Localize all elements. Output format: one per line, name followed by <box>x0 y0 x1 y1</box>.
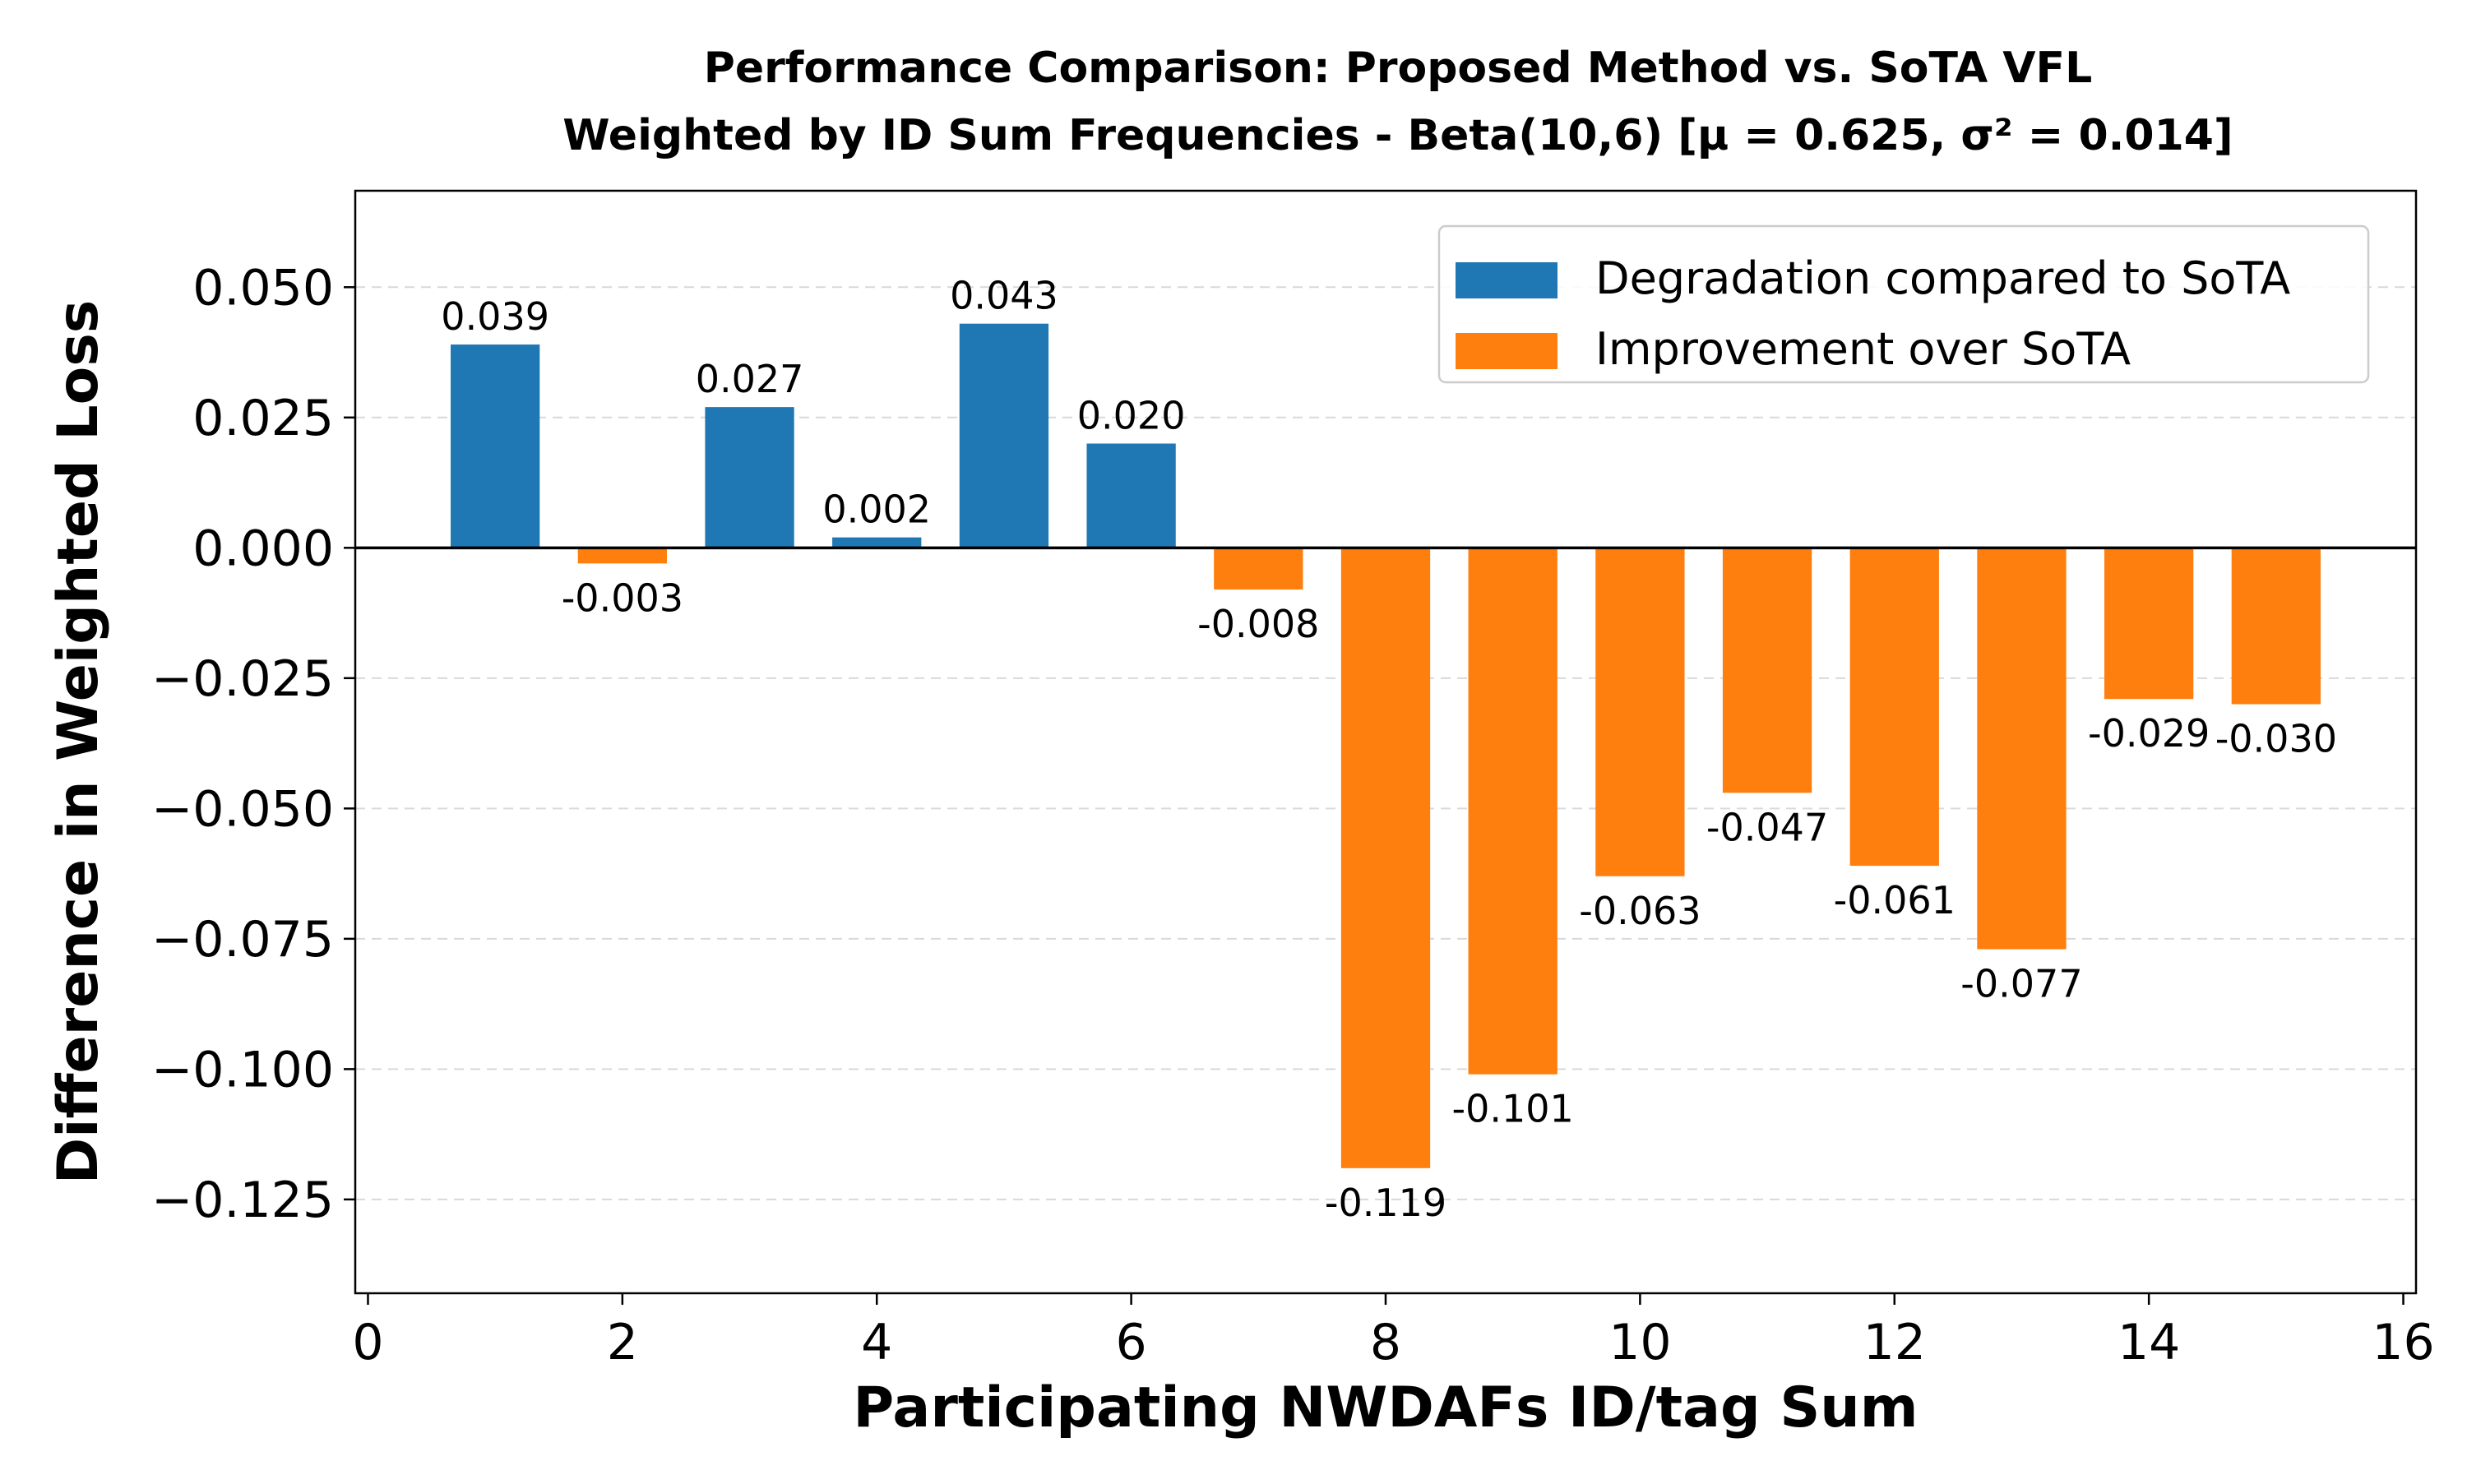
data-label: -0.119 <box>1325 1181 1446 1225</box>
data-label: -0.008 <box>1197 602 1319 646</box>
data-label: -0.077 <box>1960 962 2082 1006</box>
y-tick-label: −0.025 <box>151 650 334 708</box>
improvement-bar <box>1849 548 1939 867</box>
x-tick-label: 8 <box>1370 1314 1401 1371</box>
data-label: -0.101 <box>1452 1087 1574 1131</box>
degradation-bar <box>832 537 922 548</box>
x-tick-label: 10 <box>1608 1314 1671 1371</box>
x-tick-label: 4 <box>861 1314 892 1371</box>
y-tick-label: 0.000 <box>192 520 334 577</box>
data-labels: 0.039 -0.003 0.027 0.002 0.043 0.020 -0.008 -0.… <box>441 274 2337 1225</box>
x-tick-label: 2 <box>607 1314 638 1371</box>
legend: Degradation compared to SoTA Improvement … <box>1437 224 2370 384</box>
legend-frame <box>1437 224 2370 384</box>
legend-swatch <box>1456 262 1557 298</box>
y-axis-title: Difference in Weighted Loss <box>46 300 111 1185</box>
degradation-bar <box>1086 443 1176 548</box>
data-label: 0.002 <box>822 488 931 532</box>
improvement-bar <box>2231 548 2321 705</box>
degradation-bar <box>705 407 794 548</box>
x-tick-label: 6 <box>1116 1314 1147 1371</box>
y-tick-label: 0.050 <box>192 259 334 317</box>
improvement-bar <box>1722 548 1812 793</box>
x-tick-label: 14 <box>2118 1314 2180 1371</box>
y-tick-label: 0.025 <box>192 390 334 447</box>
y-tick-label: −0.050 <box>151 780 334 838</box>
improvement-bar <box>577 548 667 564</box>
x-tick-label: 0 <box>352 1314 383 1371</box>
data-label: -0.030 <box>2215 717 2337 761</box>
degradation-bar <box>959 323 1049 548</box>
data-label: -0.061 <box>1834 878 1956 922</box>
chart-title: Performance Comparison: Proposed Method … <box>562 44 2233 160</box>
degradation-bar <box>451 344 540 548</box>
improvement-bar <box>2104 548 2194 700</box>
chart-title-line-1: Performance Comparison: Proposed Method … <box>704 44 2092 93</box>
improvement-bar <box>1340 548 1431 1168</box>
data-label: -0.047 <box>1706 805 1828 849</box>
chart-title-line-2: Weighted by ID Sum Frequencies - Beta(10… <box>562 111 2233 160</box>
data-label: 0.039 <box>441 294 549 339</box>
data-label: -0.063 <box>1579 889 1701 933</box>
data-label: 0.043 <box>950 274 1058 318</box>
data-label: -0.003 <box>562 576 683 620</box>
bar-series <box>451 323 2321 1168</box>
data-label: 0.027 <box>696 357 804 401</box>
improvement-bar <box>1214 548 1303 590</box>
y-axis-ticks: 0.050 0.025 0.000 −0.025 −0.050 −0.075 −0.100 −… <box>151 259 355 1229</box>
x-axis-title: Participating NWDAFs ID/tag Sum <box>853 1375 1918 1440</box>
improvement-bar <box>1468 548 1557 1075</box>
legend-label: Improvement over SoTA <box>1595 323 2131 375</box>
data-label: 0.020 <box>1077 394 1186 438</box>
improvement-bar <box>1977 548 2067 950</box>
x-tick-label: 12 <box>1863 1314 1926 1371</box>
y-tick-label: −0.100 <box>151 1041 334 1098</box>
improvement-bar <box>1595 548 1685 876</box>
legend-swatch <box>1456 333 1557 369</box>
y-tick-label: −0.075 <box>151 911 334 969</box>
legend-label: Degradation compared to SoTA <box>1595 252 2290 304</box>
data-label: -0.029 <box>2088 711 2210 756</box>
x-tick-label: 16 <box>2372 1314 2434 1371</box>
y-tick-label: −0.125 <box>151 1172 334 1229</box>
x-axis-ticks: 0 2 4 6 8 10 12 14 16 <box>352 1293 2435 1371</box>
